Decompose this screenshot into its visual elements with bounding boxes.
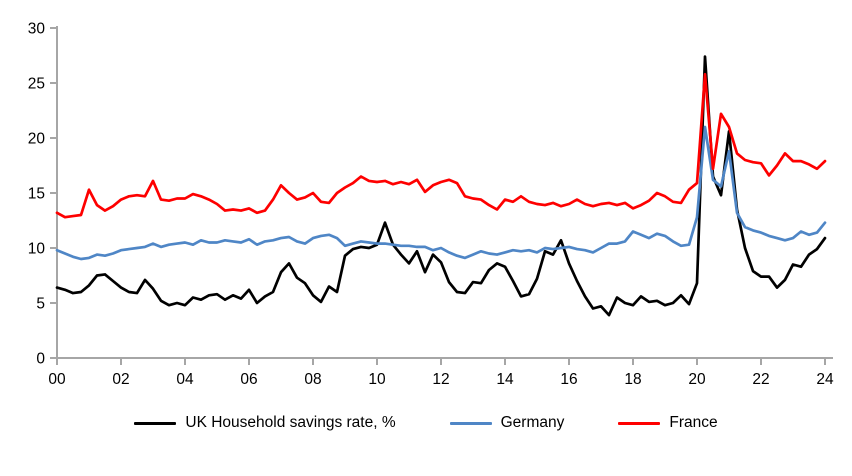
x-tick-label: 00 <box>48 371 66 388</box>
legend-item-france: France <box>618 414 718 432</box>
x-tick-label: 02 <box>112 371 129 388</box>
y-tick-label: 10 <box>28 241 46 258</box>
series-line-germany <box>55 125 827 261</box>
legend-label-france: France <box>669 414 718 431</box>
x-tick-label: 16 <box>560 371 577 388</box>
germany-line-swatch <box>449 421 492 425</box>
x-tick-label: 04 <box>176 371 194 388</box>
uk-line-swatch <box>134 421 177 425</box>
x-tick-label: 18 <box>624 371 641 388</box>
x-tick-label: 10 <box>368 371 386 388</box>
y-tick-label: 20 <box>28 131 46 148</box>
y-axis: 0 5 10 15 20 25 30 <box>28 21 58 368</box>
y-tick-label: 25 <box>28 76 45 93</box>
legend: UK Household savings rate, % Germany Fra… <box>0 414 852 432</box>
legend-label-uk: UK Household savings rate, % <box>185 414 396 431</box>
x-tick-label: 20 <box>688 371 706 388</box>
y-tick-label: 30 <box>28 21 46 38</box>
x-tick-label: 06 <box>240 371 257 388</box>
plot-area: 0 5 10 15 20 25 30 00 02 04 06 08 10 12 14 16 18 20 22 24 <box>28 21 834 389</box>
legend-item-germany: Germany <box>449 414 565 432</box>
x-tick-label: 14 <box>496 371 514 388</box>
y-tick-label: 0 <box>36 351 45 368</box>
y-tick-label: 15 <box>28 186 45 203</box>
y-tick-label: 5 <box>36 296 45 313</box>
series-line-uk-household-savings-rate <box>55 55 827 317</box>
series-line-france <box>55 72 827 219</box>
x-tick-label: 22 <box>752 371 769 388</box>
x-tick-label: 24 <box>816 371 834 388</box>
legend-label-germany: Germany <box>500 414 565 431</box>
x-axis: 00 02 04 06 08 10 12 14 16 18 20 22 24 <box>48 357 834 388</box>
x-tick-label: 08 <box>304 371 321 388</box>
legend-item-uk: UK Household savings rate, % <box>134 414 396 432</box>
x-tick-label: 12 <box>432 371 449 388</box>
france-line-swatch <box>618 421 661 425</box>
